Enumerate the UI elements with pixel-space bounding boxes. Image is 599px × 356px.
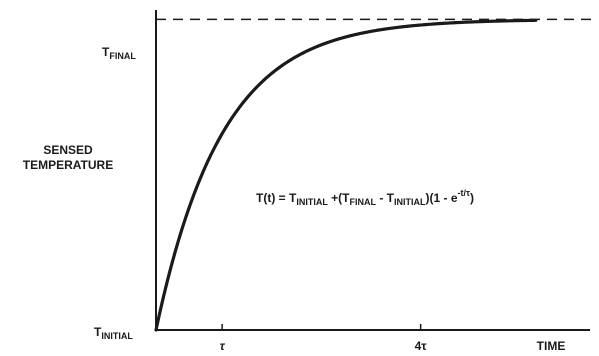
equation-part-8: ) — [470, 191, 474, 205]
x-tick-label-tau: τ — [220, 339, 226, 353]
x-axis-label: TIME — [537, 339, 566, 353]
equation-part-3: FINAL — [350, 197, 377, 207]
y-axis-label-line2: TEMPERATURE — [23, 158, 113, 172]
equation-part-4: - T — [376, 191, 395, 205]
x-tick-label-4tau: 4τ — [415, 339, 428, 353]
equation-part-2: +(T — [328, 191, 350, 205]
equation-part-7: -t/τ — [458, 188, 471, 198]
y-tick-final-label: TFINAL — [102, 45, 136, 61]
time-response-equation: T(t) = TINITIAL +(TFINAL - TINITIAL)(1 -… — [256, 188, 474, 207]
y-tick-initial-label: TINITIAL — [94, 325, 133, 341]
y-axis-label-line1: SENSED — [43, 143, 93, 157]
y-tick-initial: TINITIAL — [94, 325, 133, 341]
equation-part-1: INITIAL — [296, 197, 328, 207]
temperature-response-curve — [154, 18, 538, 332]
equation-part-5: INITIAL — [394, 197, 426, 207]
y-tick-final: TFINAL — [102, 45, 136, 61]
equation-part-6: )(1 - e — [426, 191, 458, 205]
equation-part-0: T(t) = T — [256, 191, 297, 205]
